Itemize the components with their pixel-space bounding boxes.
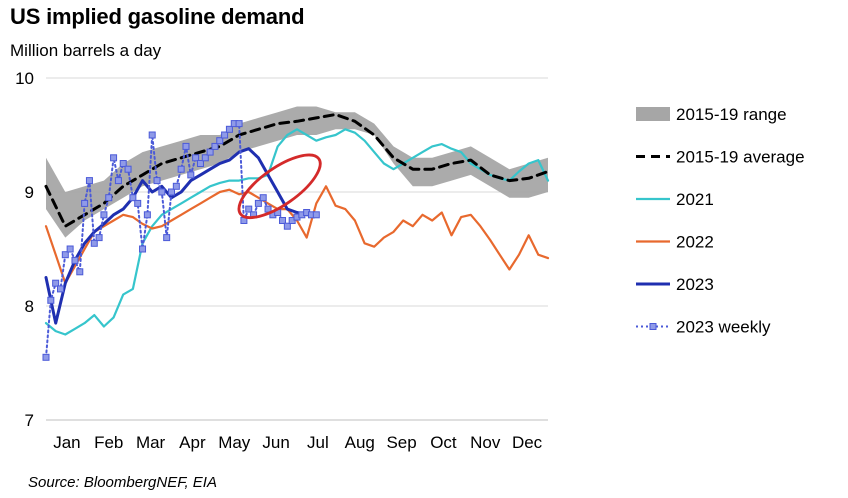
series-point-2023-weekly bbox=[134, 199, 142, 207]
series-point-2023-weekly bbox=[177, 165, 185, 173]
series-point-2023-weekly bbox=[66, 245, 74, 253]
series-point-2023-weekly bbox=[283, 222, 291, 230]
legend-label-2022: 2022 bbox=[676, 233, 714, 252]
series-point-2023-weekly bbox=[105, 194, 113, 202]
series-point-2023-weekly bbox=[148, 131, 156, 139]
series-point-2023-weekly bbox=[187, 171, 195, 179]
y-tick-label: 8 bbox=[25, 297, 34, 316]
series-point-2023-weekly bbox=[76, 268, 84, 276]
x-tick-label: Jan bbox=[53, 433, 80, 452]
x-tick-label: Sep bbox=[386, 433, 416, 452]
series-point-2023-weekly bbox=[71, 256, 79, 264]
series-point-2023-weekly bbox=[90, 239, 98, 247]
x-tick-label: Aug bbox=[345, 433, 375, 452]
series-point-2023-weekly bbox=[119, 160, 127, 167]
series-point-2023-weekly bbox=[47, 296, 55, 304]
source-note: Source: BloombergNEF, EIA bbox=[28, 474, 217, 491]
series-point-2023-weekly bbox=[259, 194, 267, 202]
x-tick-label: Mar bbox=[136, 433, 166, 452]
series-point-2023-weekly bbox=[110, 154, 118, 162]
y-tick-label: 10 bbox=[15, 69, 34, 88]
series-point-2023-weekly bbox=[216, 137, 224, 145]
series-point-2023-weekly bbox=[100, 211, 108, 219]
series-point-2023-weekly bbox=[124, 165, 132, 173]
legend-label-2015-19-average: 2015-19 average bbox=[676, 148, 805, 167]
legend-label-2021: 2021 bbox=[676, 190, 714, 209]
x-tick-label: Oct bbox=[430, 433, 457, 452]
series-point-2023-weekly bbox=[182, 142, 190, 150]
highlight-ellipse bbox=[237, 153, 322, 220]
y-tick-label: 9 bbox=[25, 183, 34, 202]
series-point-2023-weekly bbox=[312, 211, 320, 219]
x-tick-label: Nov bbox=[470, 433, 501, 452]
series-point-2023-weekly bbox=[52, 279, 60, 287]
x-tick-label: Feb bbox=[94, 433, 123, 452]
series-line-2022 bbox=[44, 185, 550, 285]
series-point-2023-weekly bbox=[85, 177, 93, 185]
series-point-2023-weekly bbox=[196, 160, 204, 167]
series-point-2023-weekly bbox=[254, 199, 262, 207]
legend-label-2015-19-range: 2015-19 range bbox=[676, 105, 787, 124]
series-point-2023-weekly bbox=[143, 211, 151, 219]
x-tick-label: Apr bbox=[179, 433, 206, 452]
y-axis-label: Million barrels a day bbox=[10, 41, 162, 60]
series-line-2023 bbox=[44, 147, 318, 325]
x-tick-label: Jul bbox=[307, 433, 329, 452]
series-point-2023-weekly bbox=[201, 154, 209, 162]
series-point-2023-weekly bbox=[206, 148, 214, 156]
series-point-2023-weekly bbox=[245, 205, 253, 213]
legend-label-2023: 2023 bbox=[676, 275, 714, 294]
series-line-2021 bbox=[44, 128, 550, 336]
series-point-2023-weekly bbox=[168, 188, 175, 196]
series-point-2023-weekly bbox=[172, 182, 180, 190]
series-point-2023-weekly bbox=[211, 142, 219, 150]
legend-label-2023-weekly: 2023 weekly bbox=[676, 318, 771, 337]
series-point-2023-weekly bbox=[279, 217, 287, 224]
legend-marker-2023-weekly bbox=[649, 323, 657, 330]
x-tick-label: May bbox=[218, 433, 251, 452]
y-tick-label: 7 bbox=[25, 411, 34, 430]
series-point-2023-weekly bbox=[221, 131, 229, 139]
series-point-2023-weekly bbox=[139, 245, 147, 253]
series-point-2023-weekly bbox=[163, 234, 171, 242]
series-point-2023-weekly bbox=[114, 177, 122, 185]
legend-swatch-2015-19-range bbox=[636, 107, 670, 121]
series-point-2023-weekly bbox=[153, 177, 161, 185]
series-point-2023-weekly bbox=[158, 188, 166, 196]
series-point-2023-weekly bbox=[56, 285, 64, 293]
x-tick-label: Dec bbox=[512, 433, 543, 452]
series-point-2023-weekly bbox=[225, 125, 233, 133]
series-point-2023-weekly bbox=[192, 154, 200, 162]
series-point-2023-weekly bbox=[129, 194, 137, 202]
series-point-2023-weekly bbox=[61, 251, 69, 259]
x-tick-label: Jun bbox=[262, 433, 289, 452]
series-point-2023-weekly bbox=[95, 234, 103, 242]
series-point-2023-weekly bbox=[81, 199, 89, 207]
series-point-2023-weekly bbox=[235, 120, 243, 128]
series-point-2023-weekly bbox=[42, 353, 50, 361]
chart-title: US implied gasoline demand bbox=[10, 4, 305, 29]
